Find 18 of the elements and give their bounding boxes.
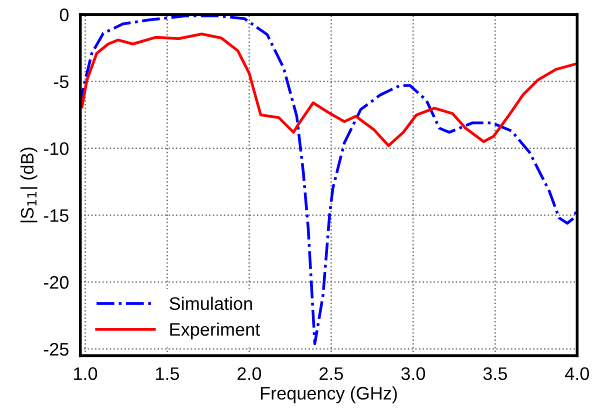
line-series [80, 32, 577, 148]
x-tick-label: 3.5 [483, 367, 507, 380]
y-tick-label: -15 [44, 209, 68, 222]
x-tick-label: 4.0 [565, 367, 589, 380]
y-tick-label: -5 [54, 76, 68, 88]
x-tick-label: 3.0 [401, 367, 426, 380]
y-tick-label: -20 [44, 276, 69, 289]
y-tick-label: -10 [44, 142, 69, 156]
y-axis-title: |S$_{11}$| (dB) [20, 148, 38, 222]
x-tick-label: 1.0 [74, 367, 98, 380]
legend-label: Experiment [170, 322, 260, 340]
y-tick-label: -25 [44, 342, 68, 356]
x-tick-label: 2.5 [320, 367, 343, 380]
y-tick-label: 0 [60, 8, 69, 22]
x-axis-title: Frequency (GHz) [260, 386, 397, 404]
x-tick-label: 2.0 [238, 367, 262, 380]
legend-label: Simulation [170, 296, 252, 310]
x-tick-label: 1.5 [156, 367, 180, 380]
